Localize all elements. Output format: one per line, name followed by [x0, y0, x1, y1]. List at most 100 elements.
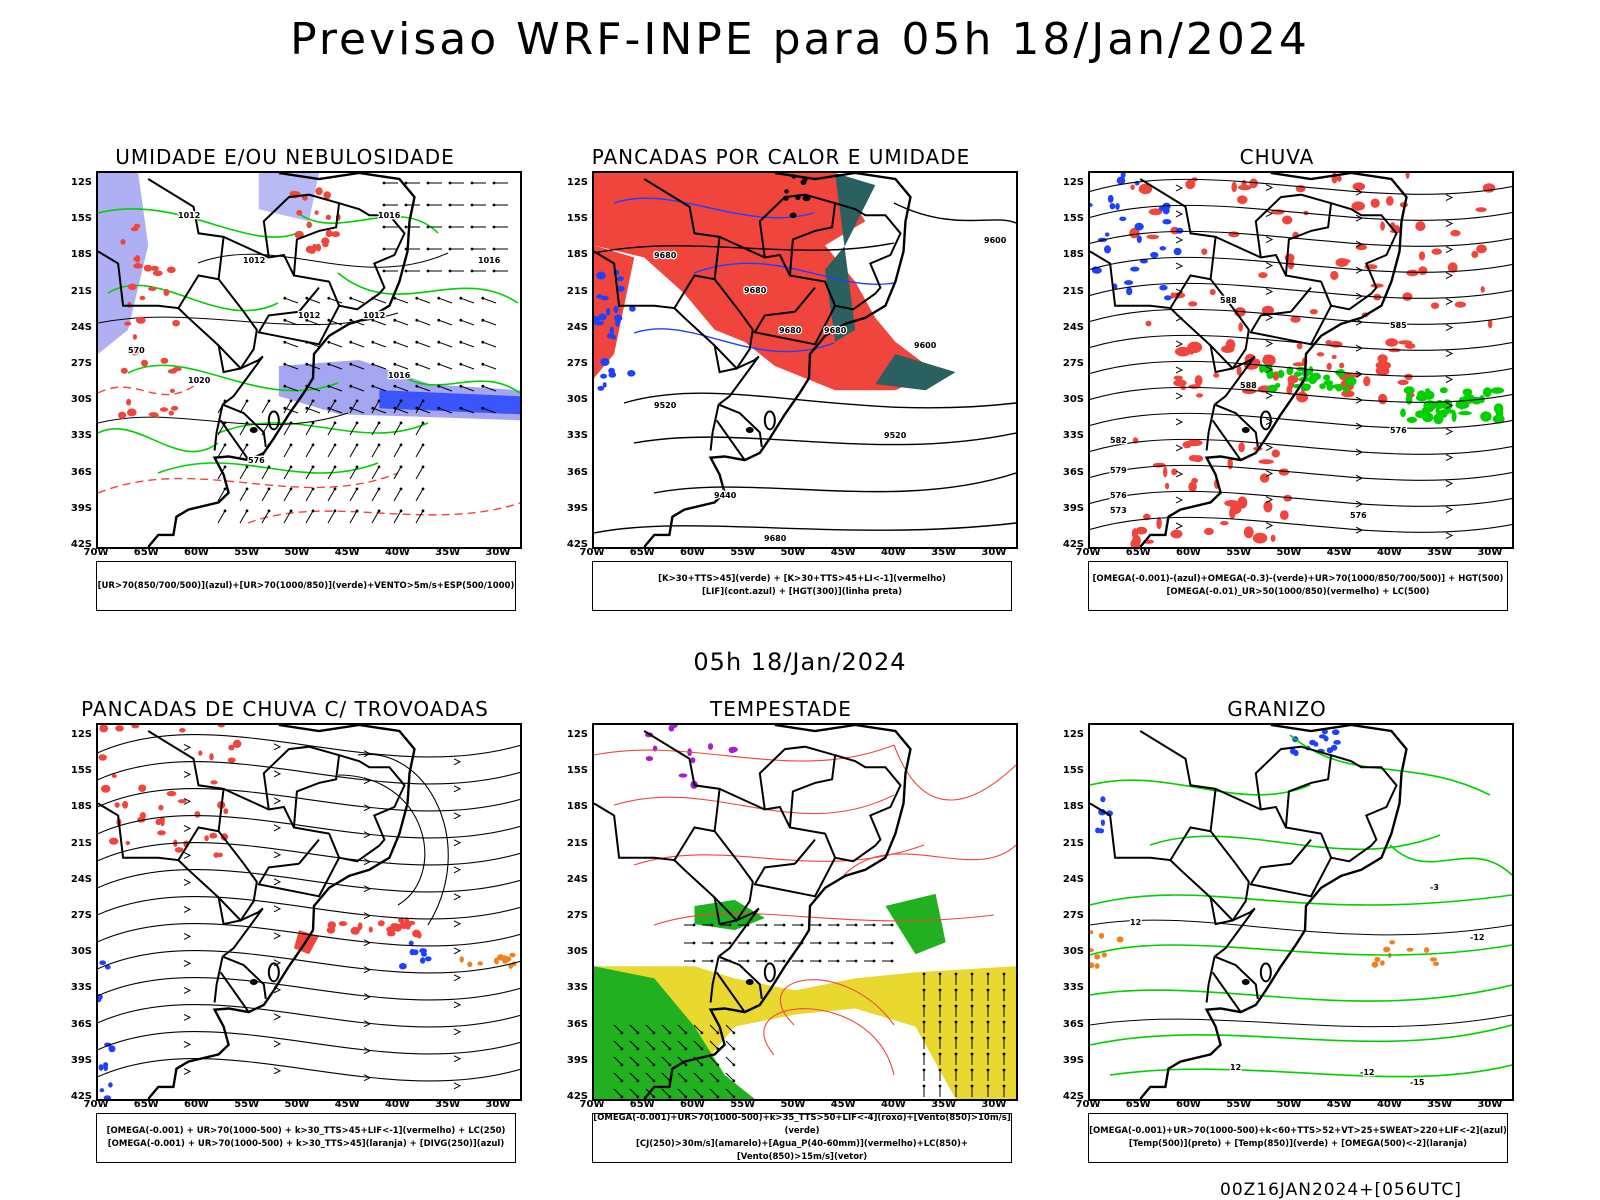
- streamline: [98, 1031, 520, 1055]
- field-blob: [98, 754, 107, 761]
- wind-vector-head: [1002, 988, 1006, 992]
- field-blob: [1378, 393, 1388, 405]
- field-blob: [1145, 320, 1152, 327]
- stream-arrow: [453, 947, 462, 955]
- streamline: [1090, 282, 1512, 299]
- lat-tick-label: 42S: [70, 539, 92, 550]
- storm-orange: [459, 952, 517, 969]
- contour-line: [1149, 834, 1441, 851]
- wind-vector-head: [470, 269, 474, 273]
- lat-tick-label: 18S: [566, 801, 588, 813]
- border-line: [298, 838, 320, 865]
- stream-arrow: [183, 986, 192, 994]
- contour-line: [247, 502, 520, 524]
- lon-tick-label: 35W: [931, 1099, 957, 1110]
- contour-line: [98, 472, 399, 494]
- field-blob: [1380, 960, 1385, 966]
- border-line: [1213, 355, 1256, 406]
- wind-vector: [305, 444, 314, 458]
- field-blob: [416, 931, 422, 939]
- anticyclone-loops: [337, 753, 449, 926]
- wind-vector: [349, 488, 358, 502]
- wind-vector-head: [922, 1036, 926, 1040]
- field-blob: [99, 1088, 105, 1093]
- wind-vector: [371, 488, 380, 502]
- wind-vector: [629, 1072, 639, 1082]
- wind-vector-head: [481, 318, 485, 322]
- border-line: [177, 830, 258, 922]
- field-blob: [1238, 442, 1245, 453]
- wind-vector-head: [349, 406, 353, 410]
- stream-arrow: [183, 797, 192, 805]
- wind-vector: [239, 422, 248, 436]
- field-blob: [1418, 251, 1426, 261]
- border-line: [223, 235, 341, 346]
- wind-vector: [416, 363, 431, 370]
- border-line: [1211, 971, 1242, 1013]
- streamline: [1090, 204, 1512, 221]
- stream-arrow: [183, 743, 192, 751]
- field-blob: [1404, 343, 1416, 349]
- field-blob: [302, 195, 308, 201]
- wind-vector-head: [620, 1031, 624, 1035]
- wind-vector-head: [746, 959, 750, 963]
- field-blob: [223, 808, 229, 815]
- contour-line: [1289, 734, 1491, 796]
- streamline: [98, 869, 520, 893]
- wind-vector-head: [283, 384, 287, 388]
- field-blob: [1290, 748, 1296, 755]
- lon-tick-label: 55W: [730, 547, 756, 558]
- lon-tick-label: 60W: [1175, 547, 1201, 558]
- contour-label: 9680: [824, 326, 847, 335]
- field-blob: [1380, 221, 1385, 231]
- wind-vector-head: [289, 487, 293, 491]
- wind-vector-head: [448, 269, 452, 273]
- contour-label: -15: [1410, 1078, 1425, 1087]
- field-blob: [600, 373, 607, 379]
- field-blob: [1271, 449, 1280, 458]
- field-blob: [1333, 740, 1341, 745]
- wind-vector-head: [311, 487, 315, 491]
- wind-vector-head: [426, 181, 430, 185]
- field-blob: [399, 963, 407, 970]
- field-blob: [368, 926, 373, 933]
- stream-arrow: [1445, 480, 1454, 487]
- wind-vector: [372, 341, 387, 348]
- stream-arrow: [453, 866, 462, 874]
- wind-vector: [394, 407, 409, 414]
- wind-vector-head: [710, 959, 714, 963]
- lat-tick-label: 27S: [70, 910, 92, 922]
- field-blob: [600, 358, 610, 366]
- wind-vector-head: [327, 296, 331, 300]
- field-blob: [120, 239, 126, 245]
- wind-vector-head: [716, 1079, 720, 1083]
- field-blob: [1116, 176, 1126, 185]
- wind-vectors-south: [217, 399, 425, 524]
- wind-vector-head: [267, 509, 271, 513]
- wind-vector: [327, 400, 336, 414]
- wind-vector: [677, 1072, 687, 1082]
- wind-vector-head: [684, 1063, 688, 1067]
- field-blob: [1480, 286, 1485, 293]
- lat-tick-label: 24S: [566, 873, 588, 885]
- wind-vector-head: [818, 941, 822, 945]
- wind-vector-head: [333, 421, 337, 425]
- field-blob: [99, 960, 107, 965]
- lat-tick-label: 15S: [70, 765, 92, 777]
- streamline: [1090, 360, 1512, 377]
- stream-arrow: [1265, 496, 1274, 503]
- field-blob: [1263, 500, 1273, 513]
- lat-tick-label: 24S: [1062, 873, 1084, 885]
- wind-vector-head: [481, 384, 485, 388]
- contour-line: [397, 372, 520, 394]
- field-blob: [393, 923, 402, 932]
- field-blob: [1282, 215, 1293, 225]
- stream-arrow: [453, 974, 462, 982]
- field-blob: [1230, 503, 1242, 515]
- wind-vector-head: [710, 941, 714, 945]
- wind-vector: [460, 319, 475, 326]
- wind-vector-head: [305, 296, 309, 300]
- stream-arrow: [1445, 350, 1454, 357]
- field-blob: [1175, 346, 1191, 357]
- wind-vector: [416, 385, 431, 392]
